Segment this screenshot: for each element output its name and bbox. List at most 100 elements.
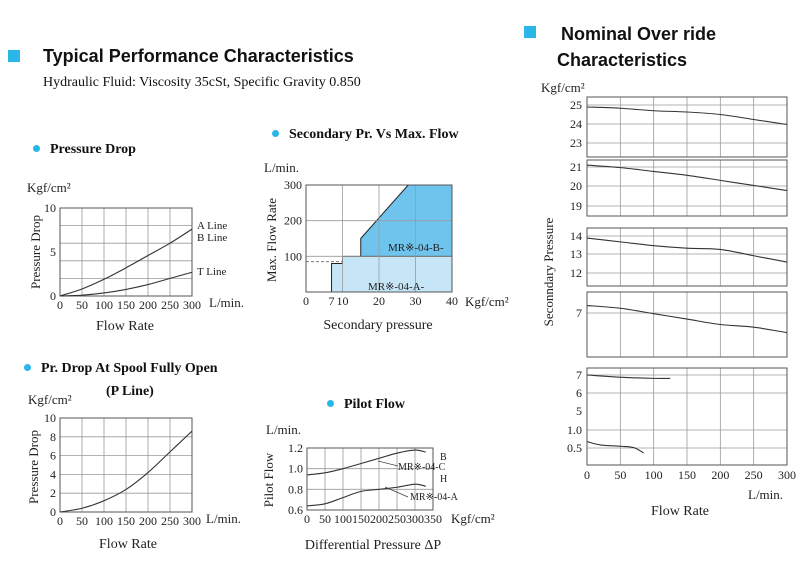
leader-line [384,486,409,498]
x-tick-label: 10 [337,294,349,308]
right-title-line1: Nominal Over ride [561,24,717,44]
panel-line [586,374,671,380]
x-axis-label: Differential Pressure ΔP [305,538,441,553]
x-tick-label: 350 [424,512,442,526]
x-tick-label: 200 [139,514,157,528]
y-unit-label: Kgf/cm² [541,80,585,95]
panel-line [586,441,644,454]
y-tick-label: 23 [570,136,582,150]
x-tick-label: 200 [370,512,388,526]
panel-frame [586,227,788,287]
series-line [306,483,426,507]
x-tick-label: 100 [645,468,663,482]
y-tick-label: 12 [570,266,582,280]
chart-subtitle-p-line: (P Line) [106,384,154,399]
x-tick-label: 30 [410,294,422,308]
y-tick-label: 10 [44,411,56,425]
y-tick-label: 200 [284,214,302,228]
page-title: Typical Performance Characteristics [43,46,354,66]
y-unit-label: Kgf/cm² [28,392,72,407]
y-tick-label: 5 [576,404,582,418]
series-line [59,228,193,297]
series-line [59,430,193,513]
y-tick-label: 7 [576,368,582,382]
x-tick-label: 100 [95,514,113,528]
series-line [59,271,193,297]
y-tick-label: 14 [570,229,582,243]
x-unit-label: L/min. [209,295,244,310]
x-tick-label: 200 [139,298,157,312]
x-axis-label: Flow Rate [99,537,157,552]
x-tick-label: 150 [678,468,696,482]
x-tick-label: 7 [329,294,335,308]
series-label-b: B [440,452,447,463]
panel-line [586,164,788,192]
y-axis-label: Pilot Flow [261,452,276,507]
y-tick-label: 300 [284,178,302,192]
plot-frame [306,447,434,511]
x-tick-label: 250 [745,468,763,482]
y-tick-label: 21 [570,160,582,174]
series-label: T Line [197,266,227,278]
y-tick-label: 6 [576,386,582,400]
x-tick-label: 250 [161,514,179,528]
x-tick-label: 150 [117,514,135,528]
y-tick-label: 24 [570,117,582,131]
y-tick-label: 0.6 [288,503,303,517]
series-label: B Line [197,232,227,244]
y-tick-label: 1.0 [288,462,303,476]
x-tick-label: 50 [319,512,331,526]
panel-line [586,304,788,334]
section-square-icon [524,26,536,38]
bullet-dot-icon [272,130,279,137]
plot-frame [59,207,193,297]
bullet-dot-icon [33,145,40,152]
chart-title-pilot-flow: Pilot Flow [344,397,406,412]
y-tick-label: 0 [50,289,56,303]
series-label-h: H [440,474,447,485]
x-tick-label: 0 [584,468,590,482]
x-tick-label: 100 [334,512,352,526]
bullet-dot-icon [327,400,334,407]
page-subtitle: Hydraulic Fluid: Viscosity 35cSt, Specif… [43,75,361,90]
x-tick-label: 20 [373,294,385,308]
x-axis-label: Flow Rate [651,504,709,519]
y-tick-label: 8 [50,430,56,444]
y-axis-label: Pressure Drop [28,215,43,289]
y-tick-label: 2 [50,486,56,500]
y-tick-label: 25 [570,98,582,112]
y-tick-label: 100 [284,249,302,263]
y-tick-label: 1.0 [567,423,582,437]
y-unit-label: L/min. [266,422,301,437]
x-tick-label: 150 [352,512,370,526]
x-tick-label: 0 [57,514,63,528]
section-square-icon [8,50,20,62]
y-tick-label: 19 [570,199,582,213]
y-tick-label: 4 [50,467,56,481]
y-tick-label: 20 [570,179,582,193]
y-tick-label: 0.8 [288,482,303,496]
x-tick-label: 50 [76,298,88,312]
leader-line [377,460,399,467]
series-label-a: MR※-04-A [410,492,459,503]
x-tick-label: 40 [446,294,458,308]
series-line [306,449,426,476]
panel-frame [586,96,788,158]
panel-frame [586,291,788,358]
x-tick-label: 150 [117,298,135,312]
y-tick-label: 1.2 [288,441,303,455]
y-unit-label: Kgf/cm² [27,180,71,195]
y-axis-label: Seconndary Pressure [541,217,556,326]
y-tick-label: 7 [576,306,582,320]
chart-title-pr-drop-spool: Pr. Drop At Spool Fully Open [41,361,218,376]
x-tick-label: 50 [76,514,88,528]
chart-title-pressure-drop: Pressure Drop [50,142,136,157]
x-unit-label: Kgf/cm² [465,294,509,309]
y-tick-label: 0.5 [567,441,582,455]
plot-frame [305,184,453,293]
x-axis-label: Secondary pressure [323,318,432,333]
y-tick-label: 13 [570,247,582,261]
